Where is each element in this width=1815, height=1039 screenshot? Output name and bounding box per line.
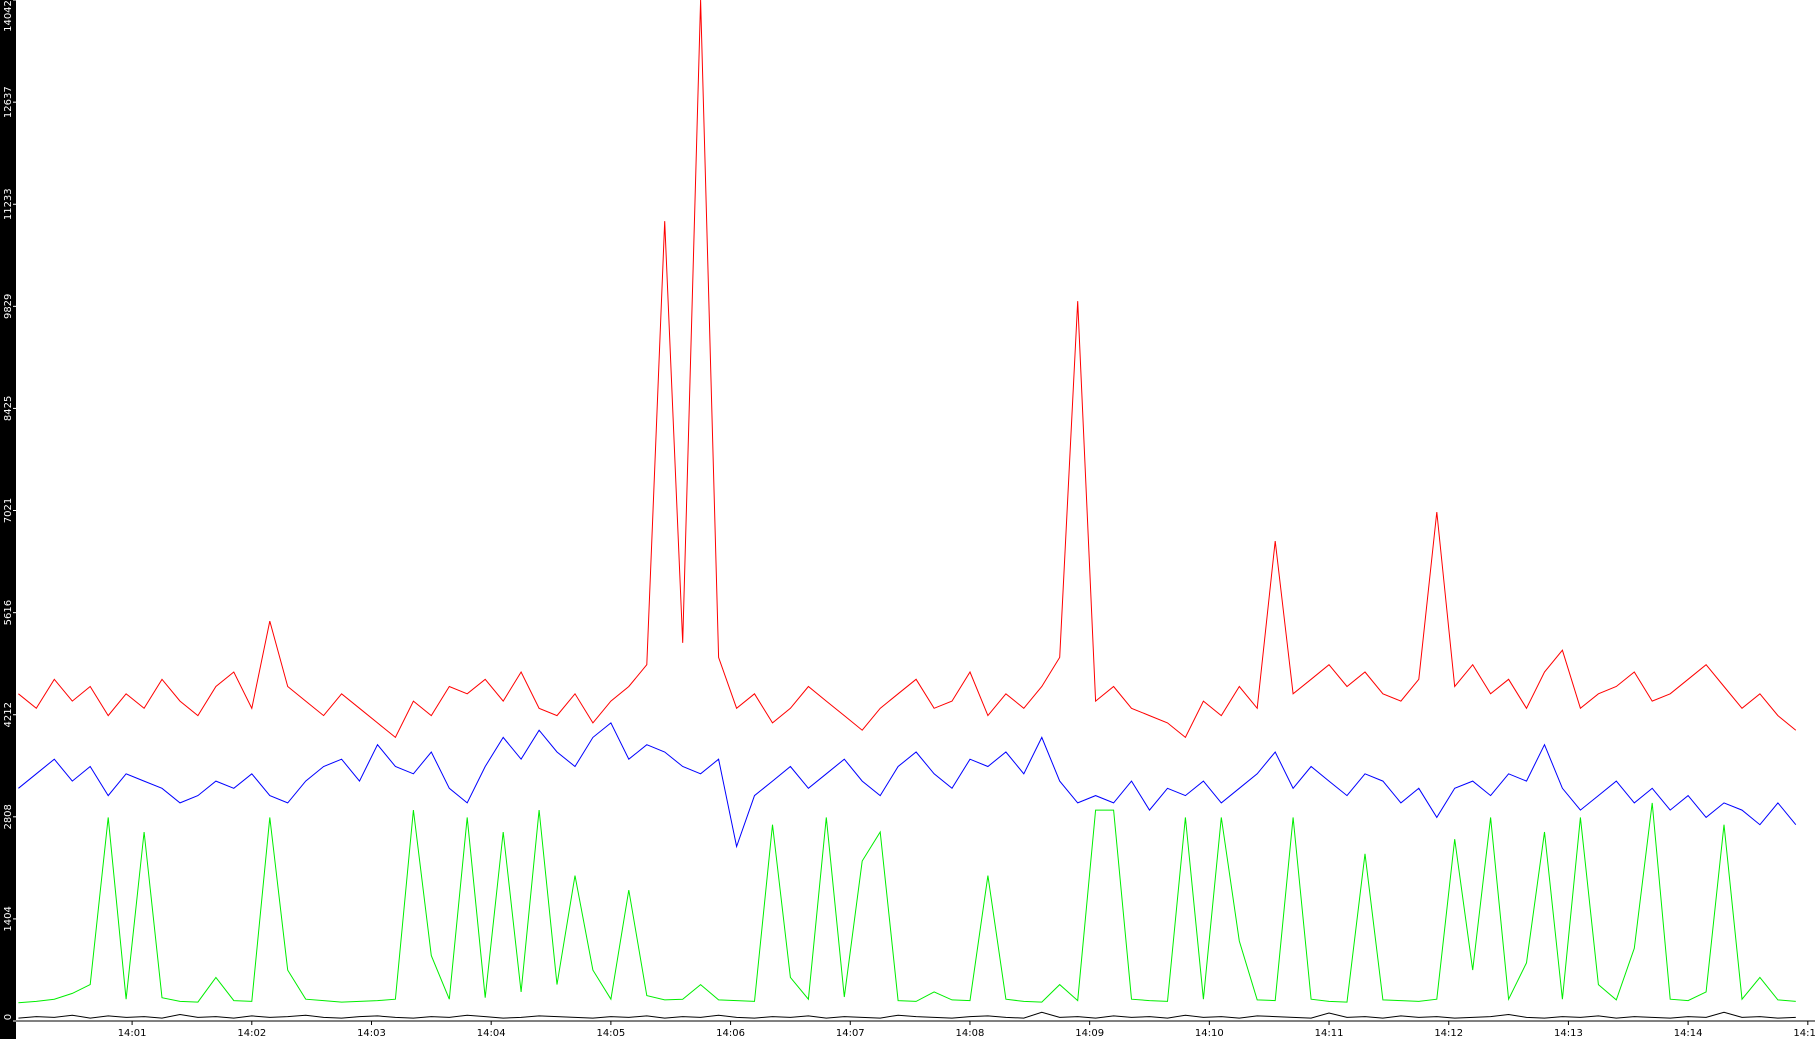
x-tick-label: 14:08 [956, 1028, 985, 1039]
series-line [18, 802, 1796, 1004]
x-tick-label: 14:13 [1554, 1028, 1583, 1039]
y-tick-label: 14042 [3, 0, 14, 32]
x-tick-label: 14:11 [1315, 1028, 1344, 1039]
series-line [18, 0, 1797, 739]
x-tick-label: 14:06 [716, 1028, 745, 1039]
x-tick-label: 14:05 [596, 1028, 625, 1039]
y-tick-label: 11233 [3, 188, 14, 220]
y-tick-label: 5616 [3, 600, 14, 625]
x-tick-label: 14:07 [836, 1028, 865, 1039]
x-tick-label: 14:02 [237, 1028, 266, 1039]
y-tick-label: 12637 [3, 86, 14, 118]
series-line [18, 1011, 1796, 1019]
x-tick-label: 14:10 [1195, 1028, 1224, 1039]
x-tick-label: 14:15 [1793, 1028, 1815, 1039]
y-tick-label: 8425 [3, 396, 14, 421]
x-tick-label: 14:14 [1674, 1028, 1703, 1039]
x-tick-label: 14:01 [118, 1028, 147, 1039]
y-tick-label: 1404 [3, 906, 14, 931]
y-tick-label: 2808 [3, 804, 14, 829]
x-tick-label: 14:12 [1434, 1028, 1463, 1039]
x-tick-label: 14:04 [477, 1028, 506, 1039]
y-tick-label: 4212 [3, 702, 14, 727]
axis-strip [0, 0, 16, 1039]
y-tick-label: 9829 [3, 294, 14, 319]
x-tick-label: 14:09 [1075, 1028, 1104, 1039]
series-line [18, 722, 1797, 849]
y-tick-label: 0 [3, 1014, 14, 1020]
x-tick-label: 14:03 [357, 1028, 386, 1039]
y-tick-label: 7021 [3, 498, 14, 523]
